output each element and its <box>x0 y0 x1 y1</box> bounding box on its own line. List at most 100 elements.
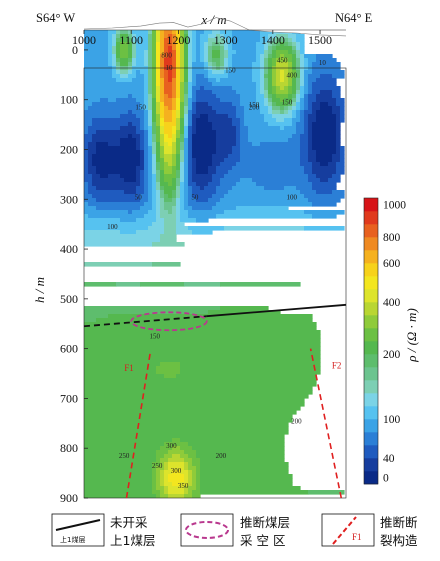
field-cell <box>180 54 185 59</box>
field-cell <box>180 34 185 39</box>
field-cell <box>156 218 165 223</box>
field-cell <box>84 346 321 351</box>
field-cell <box>112 42 117 47</box>
field-cell <box>132 50 137 55</box>
field-cell <box>340 150 345 155</box>
field-cell <box>148 190 153 195</box>
field-cell <box>152 82 157 87</box>
field-cell <box>84 402 305 407</box>
field-cell <box>84 50 109 55</box>
field-cell <box>320 162 329 167</box>
field-cell <box>196 454 285 459</box>
field-cell <box>172 190 177 195</box>
field-cell <box>144 130 149 135</box>
field-cell <box>272 62 277 67</box>
field-cell <box>152 198 157 203</box>
field-cell <box>136 174 141 179</box>
field-cell <box>156 106 161 111</box>
field-cell <box>296 102 301 107</box>
field-cell <box>156 454 165 459</box>
field-cell <box>276 118 285 123</box>
field-cell <box>184 58 189 63</box>
field-cell <box>144 54 149 59</box>
field-cell <box>84 378 317 383</box>
field-cell <box>84 362 161 367</box>
field-cell <box>128 50 133 55</box>
field-cell <box>120 174 137 179</box>
field-cell <box>180 50 185 55</box>
field-cell <box>148 54 153 59</box>
field-cell <box>196 162 213 167</box>
field-cell <box>260 54 265 59</box>
field-cell <box>160 158 165 163</box>
field-cell <box>260 34 269 39</box>
field-cell <box>216 134 237 139</box>
field-cell <box>276 46 293 51</box>
field-cell <box>172 42 177 47</box>
field-cell <box>144 214 157 219</box>
field-cell <box>140 142 145 147</box>
colorbar-swatch <box>364 354 378 368</box>
field-cell <box>188 78 193 83</box>
colorbar-swatch <box>364 419 378 433</box>
field-cell <box>148 150 153 155</box>
field-cell <box>188 114 193 119</box>
field-cell <box>332 158 341 163</box>
field-cell <box>84 214 89 219</box>
field-cell <box>180 70 185 75</box>
field-cell <box>224 38 229 43</box>
field-cell <box>144 154 149 159</box>
contour-label: 50 <box>191 193 199 201</box>
fault-f2 <box>309 348 343 499</box>
field-cell <box>224 226 305 231</box>
field-cell <box>164 198 173 203</box>
field-cell <box>168 162 173 167</box>
field-cell <box>180 122 185 127</box>
field-cell <box>144 166 149 171</box>
field-cell <box>148 182 153 187</box>
field-cell <box>304 62 309 67</box>
field-cell <box>316 150 337 155</box>
field-cell <box>140 154 145 159</box>
field-cell <box>136 142 141 147</box>
field-cell <box>224 42 229 47</box>
field-cell <box>260 78 265 83</box>
contour-label: 200 <box>216 452 227 460</box>
field-cell <box>304 70 313 75</box>
field-cell <box>160 174 165 179</box>
field-cell <box>160 138 165 143</box>
field-cell <box>152 34 157 39</box>
field-cell <box>136 34 149 39</box>
field-cell <box>164 30 173 35</box>
field-cell <box>156 182 161 187</box>
field-cell <box>224 158 241 163</box>
field-cell <box>176 114 181 119</box>
field-cell <box>148 38 153 43</box>
field-cell <box>176 226 189 231</box>
field-cell <box>180 78 185 83</box>
field-cell <box>156 206 161 211</box>
field-cell <box>256 42 265 47</box>
field-cell <box>276 78 281 83</box>
field-cell <box>212 82 257 87</box>
field-cell <box>268 50 273 55</box>
field-cell <box>212 158 225 163</box>
field-cell <box>148 98 153 103</box>
field-cell <box>340 146 345 151</box>
field-cell <box>188 126 193 131</box>
field-cell <box>336 162 345 167</box>
field-cell <box>188 98 193 103</box>
field-cell <box>164 230 177 235</box>
field-cell <box>188 54 193 59</box>
field-cell <box>112 62 117 67</box>
field-cell <box>332 174 341 179</box>
field-cell <box>232 118 241 123</box>
field-cell <box>144 138 149 143</box>
field-cell <box>108 50 113 55</box>
field-cell <box>172 178 177 183</box>
field-cell <box>180 218 197 223</box>
field-cell <box>184 194 189 199</box>
field-cell <box>220 182 237 187</box>
field-cell <box>152 482 157 487</box>
